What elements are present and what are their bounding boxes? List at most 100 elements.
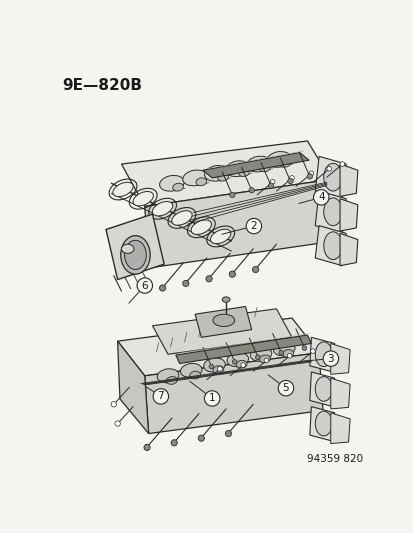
Ellipse shape bbox=[159, 175, 184, 191]
Ellipse shape bbox=[212, 366, 223, 374]
Ellipse shape bbox=[113, 182, 133, 197]
Ellipse shape bbox=[282, 350, 293, 357]
Ellipse shape bbox=[210, 229, 230, 244]
Text: 0: 0 bbox=[125, 245, 130, 254]
Ellipse shape bbox=[133, 191, 153, 206]
Text: 9E—820B: 9E—820B bbox=[62, 78, 142, 93]
Circle shape bbox=[339, 161, 344, 166]
Circle shape bbox=[248, 188, 254, 193]
Ellipse shape bbox=[226, 353, 248, 367]
Circle shape bbox=[159, 285, 165, 291]
Circle shape bbox=[301, 346, 306, 350]
Circle shape bbox=[326, 166, 331, 171]
Polygon shape bbox=[314, 156, 345, 199]
Polygon shape bbox=[330, 413, 349, 443]
Polygon shape bbox=[202, 152, 308, 178]
Circle shape bbox=[171, 440, 177, 446]
Ellipse shape bbox=[157, 369, 178, 383]
Polygon shape bbox=[309, 407, 334, 441]
Ellipse shape bbox=[238, 168, 249, 176]
Ellipse shape bbox=[266, 151, 290, 167]
Circle shape bbox=[289, 175, 294, 180]
Ellipse shape bbox=[249, 347, 271, 361]
Text: 3: 3 bbox=[327, 353, 333, 364]
Polygon shape bbox=[176, 335, 311, 364]
Circle shape bbox=[310, 349, 314, 353]
Circle shape bbox=[209, 364, 213, 369]
Text: 94359 820: 94359 820 bbox=[307, 454, 363, 464]
Ellipse shape bbox=[314, 342, 332, 367]
Ellipse shape bbox=[212, 314, 234, 327]
Ellipse shape bbox=[225, 161, 249, 176]
Circle shape bbox=[287, 179, 292, 184]
Circle shape bbox=[232, 360, 236, 364]
Polygon shape bbox=[121, 141, 330, 206]
Ellipse shape bbox=[183, 170, 207, 186]
Ellipse shape bbox=[171, 211, 192, 225]
Polygon shape bbox=[330, 343, 349, 374]
Circle shape bbox=[144, 445, 150, 450]
Ellipse shape bbox=[204, 165, 228, 181]
Ellipse shape bbox=[195, 178, 206, 185]
Polygon shape bbox=[117, 318, 318, 376]
Text: 2: 2 bbox=[250, 221, 256, 231]
Ellipse shape bbox=[323, 232, 342, 260]
Polygon shape bbox=[339, 199, 357, 231]
Circle shape bbox=[263, 358, 268, 363]
Circle shape bbox=[308, 171, 313, 175]
Ellipse shape bbox=[259, 164, 270, 172]
Ellipse shape bbox=[166, 376, 177, 384]
Circle shape bbox=[252, 266, 258, 273]
Circle shape bbox=[204, 391, 219, 406]
Text: 5: 5 bbox=[282, 383, 289, 393]
Polygon shape bbox=[330, 378, 349, 409]
Circle shape bbox=[287, 353, 291, 358]
Polygon shape bbox=[145, 180, 334, 268]
Circle shape bbox=[111, 401, 116, 407]
Circle shape bbox=[240, 363, 245, 367]
Polygon shape bbox=[314, 191, 345, 233]
Ellipse shape bbox=[121, 244, 133, 253]
Circle shape bbox=[206, 276, 212, 282]
Circle shape bbox=[115, 421, 120, 426]
Ellipse shape bbox=[314, 411, 332, 436]
Ellipse shape bbox=[259, 355, 270, 363]
Circle shape bbox=[278, 350, 283, 355]
Ellipse shape bbox=[273, 342, 294, 356]
Polygon shape bbox=[309, 372, 334, 407]
Polygon shape bbox=[152, 309, 291, 354]
Ellipse shape bbox=[152, 201, 172, 216]
Ellipse shape bbox=[121, 236, 150, 274]
Circle shape bbox=[255, 355, 260, 360]
Circle shape bbox=[313, 190, 328, 205]
Circle shape bbox=[246, 219, 261, 234]
Circle shape bbox=[306, 174, 312, 179]
Circle shape bbox=[182, 280, 188, 287]
Ellipse shape bbox=[172, 183, 183, 191]
Ellipse shape bbox=[124, 240, 146, 270]
Ellipse shape bbox=[203, 358, 225, 372]
Circle shape bbox=[137, 278, 152, 293]
Polygon shape bbox=[314, 225, 345, 265]
Circle shape bbox=[278, 381, 293, 396]
Circle shape bbox=[153, 389, 168, 404]
Ellipse shape bbox=[236, 360, 247, 368]
Circle shape bbox=[217, 367, 222, 371]
Polygon shape bbox=[195, 306, 251, 337]
Polygon shape bbox=[309, 337, 334, 372]
Ellipse shape bbox=[323, 198, 342, 225]
Text: 7: 7 bbox=[157, 391, 164, 401]
Text: 1: 1 bbox=[208, 393, 215, 403]
Ellipse shape bbox=[314, 377, 332, 401]
Circle shape bbox=[225, 431, 231, 437]
Circle shape bbox=[229, 271, 235, 277]
Polygon shape bbox=[145, 353, 322, 433]
Ellipse shape bbox=[279, 159, 290, 167]
Ellipse shape bbox=[191, 220, 211, 235]
Circle shape bbox=[268, 183, 273, 188]
Polygon shape bbox=[339, 164, 357, 196]
Polygon shape bbox=[117, 341, 148, 433]
Ellipse shape bbox=[189, 371, 200, 379]
Ellipse shape bbox=[323, 163, 342, 191]
Circle shape bbox=[270, 180, 274, 184]
